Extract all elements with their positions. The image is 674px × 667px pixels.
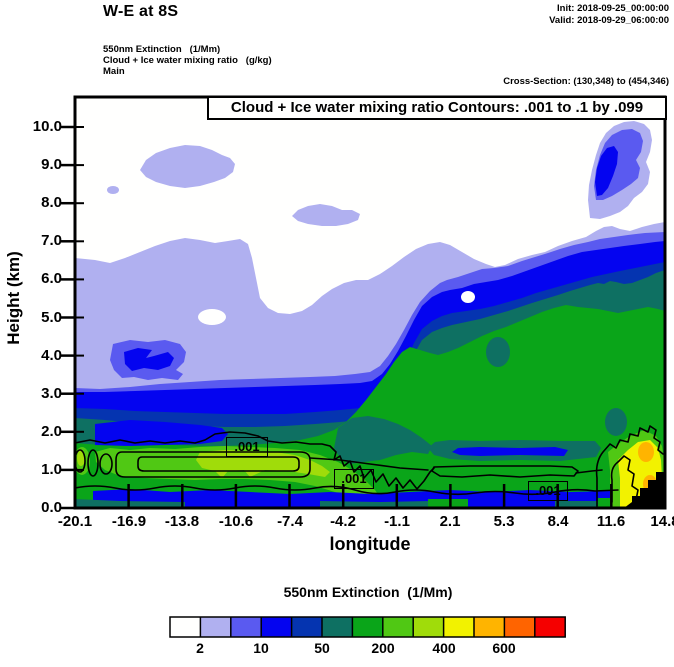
y-tick-4: 4.0 (41, 347, 62, 364)
x-tick-8: 5.3 (493, 513, 515, 530)
x-tick-5: -4.2 (330, 513, 356, 530)
teal-blob-mid (486, 337, 510, 367)
valid-time: Valid: 2018-09-29_06:00:00 (549, 15, 669, 26)
colorbar-cell-7 (352, 617, 383, 637)
white-hole-2 (461, 291, 475, 303)
teal-blob-right (605, 408, 627, 436)
colorbar-label-400: 400 (432, 640, 456, 656)
colorbar-cell-8 (382, 617, 414, 637)
contour-fill-field (75, 97, 665, 508)
layer-line-extinction: 550nm Extinction (1/Mm) (103, 44, 221, 55)
init-time: Init: 2018-09-25_00:00:00 (557, 3, 669, 14)
colorbar-cell-4 (261, 617, 292, 637)
orange-spot-1 (638, 442, 654, 462)
colorbar-label-2: 2 (196, 640, 204, 656)
plot-title-box: Cloud + Ice water mixing ratio Contours:… (207, 96, 667, 120)
y-tick-5: 5.0 (41, 309, 62, 326)
y-tick-10: 10.0 (32, 118, 62, 135)
y-tick-0: 0.0 (41, 499, 62, 516)
lightgreen-patch (95, 446, 386, 506)
cloud-blob-9km (140, 145, 235, 188)
x-tick-9: 8.4 (547, 513, 569, 530)
colorbar-cell-6 (322, 617, 353, 637)
colorbar-grid (169, 616, 566, 638)
cloud-blob-7km (292, 204, 360, 226)
cross-section-info: Cross-Section: (130,348) to (454,346) (503, 76, 669, 87)
x-tick-1: -16.9 (111, 513, 147, 530)
y-tick-3: 3.0 (41, 385, 62, 402)
page-title: W-E at 8S (103, 3, 179, 20)
colorbar-cell-9 (413, 617, 444, 637)
x-tick-2: -13.8 (164, 513, 200, 530)
cloud-dot (107, 186, 119, 194)
colorbar-cell-1 (170, 617, 201, 637)
y-tick-8: 8.0 (41, 194, 62, 211)
colorbar-cell-10 (443, 617, 474, 637)
teal-strip-3 (555, 501, 600, 508)
blue-left-patch (95, 420, 228, 446)
contour-label-3: .001 (528, 481, 568, 501)
x-axis-title: longitude (329, 534, 411, 554)
colorbar-cell-3 (230, 617, 262, 637)
white-hole-1 (198, 309, 226, 325)
teal-wedge (334, 416, 432, 464)
y-tick-2: 2.0 (41, 423, 62, 440)
contour-label-1: .001 (226, 437, 268, 457)
green-strip-1 (428, 499, 468, 508)
layer-line-domain: Main (103, 66, 125, 77)
right-plume-blue-core (595, 146, 618, 196)
x-tick-3: -10.6 (218, 513, 254, 530)
colorbar (169, 616, 566, 638)
colorbar-label-600: 600 (492, 640, 516, 656)
y-tick-9: 9.0 (41, 156, 62, 173)
colorbar-cell-2 (200, 617, 231, 637)
terrain-mask (624, 472, 665, 508)
contour-label-2: .001 (334, 469, 374, 489)
colorbar-label-200: 200 (371, 640, 395, 656)
x-tick-7: 2.1 (439, 513, 461, 530)
blue-bottom-band (93, 489, 628, 508)
interior-x-ticks (127, 484, 613, 508)
layer-line-cloudwater: Cloud + Ice water mixing ratio (g/kg) (103, 55, 272, 66)
colorbar-label-10: 10 (253, 640, 269, 656)
y-tick-1: 1.0 (41, 461, 62, 478)
blue-core-band (452, 447, 568, 456)
x-tick-0: -20.1 (57, 513, 93, 530)
x-tick-6: -1.1 (384, 513, 410, 530)
x-tick-10: 11.6 (596, 513, 626, 530)
y-tick-7: 7.0 (41, 232, 62, 249)
colorbar-cell-13 (534, 617, 566, 637)
blue-patch-4km (124, 348, 174, 371)
colorbar-cell-12 (504, 617, 535, 637)
teal-strip-2 (320, 501, 430, 508)
colorbar-label-50: 50 (314, 640, 330, 656)
x-tick-11: 14.8 (650, 513, 674, 530)
outer-y-ticks (61, 125, 75, 510)
y-tick-6: 6.0 (41, 270, 62, 287)
teal-strip-1 (75, 499, 185, 508)
x-tick-4: -7.4 (277, 513, 303, 530)
colorbar-cell-5 (291, 617, 322, 637)
colorbar-cell-11 (474, 617, 505, 637)
colorbar-title: 550nm Extinction (1/Mm) (283, 584, 453, 600)
